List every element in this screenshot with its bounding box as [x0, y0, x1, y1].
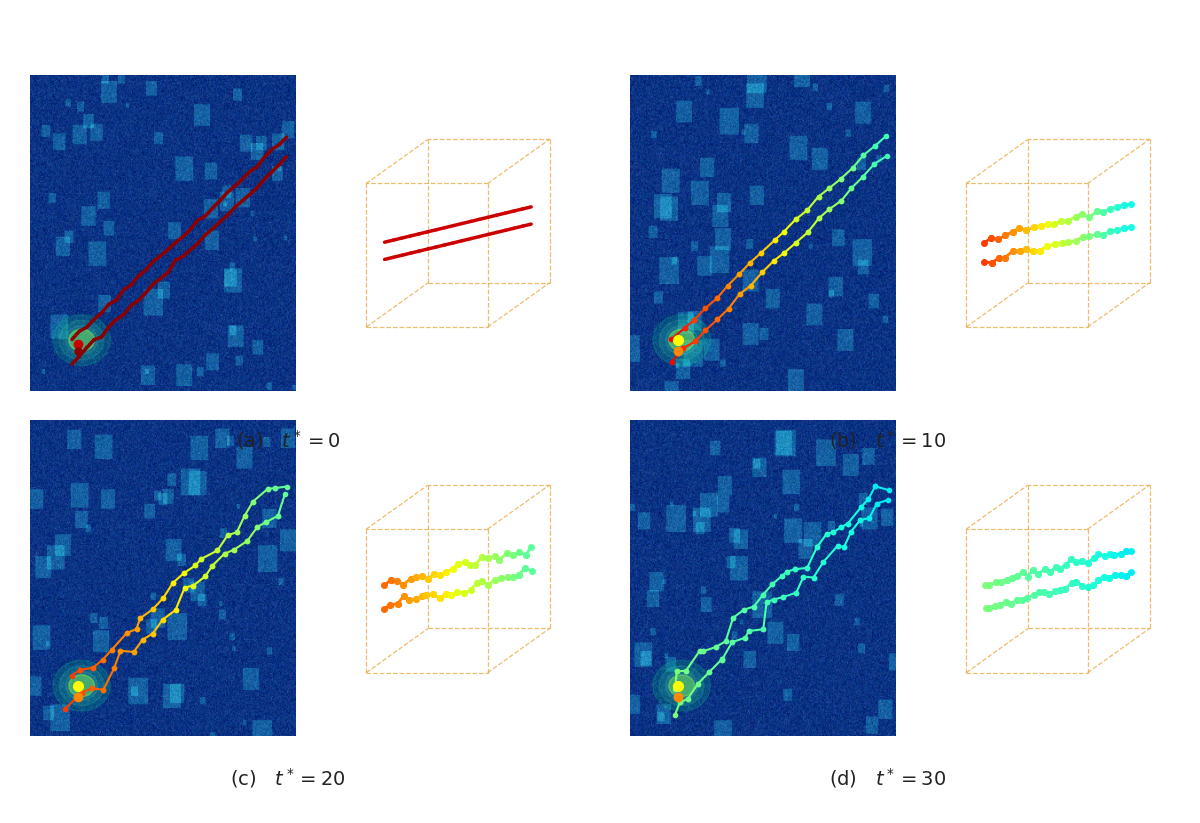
Ellipse shape — [666, 326, 697, 355]
Text: (a)   $t^* = 0$: (a) $t^* = 0$ — [236, 428, 340, 453]
Ellipse shape — [68, 329, 95, 351]
Ellipse shape — [653, 314, 710, 365]
Ellipse shape — [668, 329, 695, 351]
Ellipse shape — [659, 320, 704, 360]
Ellipse shape — [53, 314, 110, 365]
Ellipse shape — [59, 320, 104, 360]
Ellipse shape — [666, 672, 697, 700]
Ellipse shape — [66, 672, 97, 700]
Ellipse shape — [653, 660, 710, 711]
Text: (b)   $t^* = 10$: (b) $t^* = 10$ — [829, 428, 947, 453]
Ellipse shape — [68, 675, 95, 696]
Ellipse shape — [668, 675, 695, 696]
Ellipse shape — [659, 666, 704, 705]
Text: (d)   $t^* = 30$: (d) $t^* = 30$ — [829, 765, 947, 790]
Ellipse shape — [66, 326, 97, 355]
Ellipse shape — [53, 660, 110, 711]
Ellipse shape — [59, 666, 104, 705]
Text: (c)   $t^* = 20$: (c) $t^* = 20$ — [230, 765, 346, 790]
